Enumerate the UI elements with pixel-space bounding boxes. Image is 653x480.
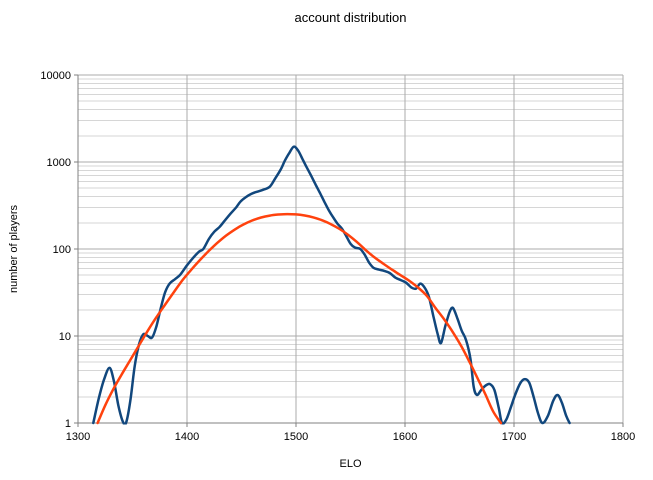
x-tick-label: 1700 [502, 431, 526, 443]
x-tick-label: 1800 [611, 431, 635, 443]
y-tick-label: 1 [65, 418, 71, 430]
y-tick-label: 100 [53, 244, 71, 256]
y-tick-label: 10000 [40, 70, 71, 82]
y-tick-label: 10 [59, 331, 71, 343]
chart-title: account distribution [294, 10, 407, 25]
x-tick-label: 1400 [175, 431, 199, 443]
series-blue-line [92, 145, 571, 425]
y-tick-label: 1000 [47, 157, 71, 169]
x-tick-label: 1300 [66, 431, 90, 443]
series-orange-line [96, 212, 503, 425]
x-axis-title: ELO [339, 458, 362, 470]
x-tick-label: 1500 [284, 431, 308, 443]
x-tick-label: 1600 [393, 431, 417, 443]
